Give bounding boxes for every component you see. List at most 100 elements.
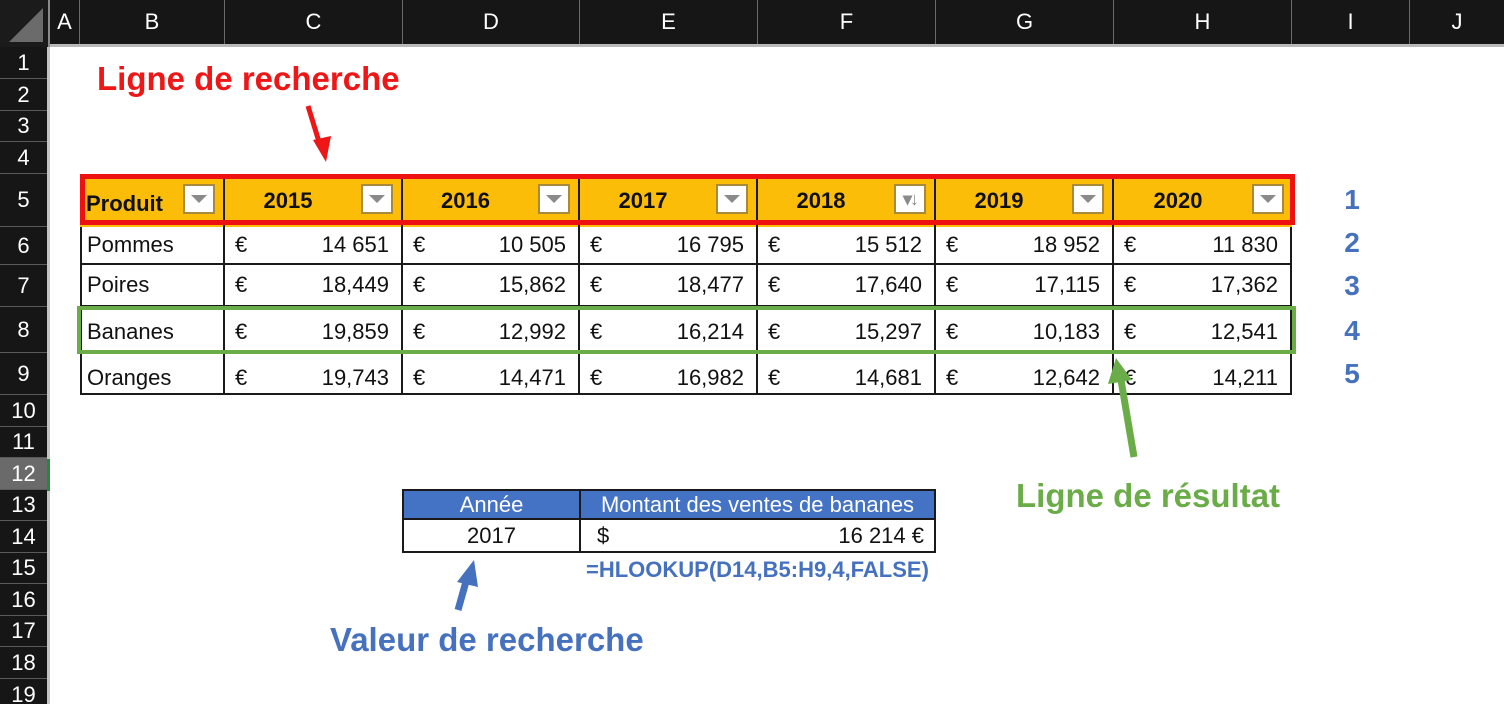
value-cell[interactable]: €16,214: [580, 307, 758, 353]
currency-symbol: €: [590, 232, 603, 257]
row-header-1[interactable]: 1: [0, 47, 47, 79]
product-cell-poires[interactable]: Poires: [80, 265, 225, 307]
column-header-a[interactable]: A: [50, 0, 80, 44]
row-header-5[interactable]: 5: [0, 174, 47, 227]
currency-symbol: €: [1124, 232, 1137, 257]
column-header-g[interactable]: G: [936, 0, 1114, 44]
value-cell[interactable]: €19,743: [225, 353, 403, 395]
row-header-17[interactable]: 17: [0, 616, 47, 647]
value-cell[interactable]: €18,477: [580, 265, 758, 307]
column-header-h[interactable]: H: [1114, 0, 1292, 44]
column-header-j[interactable]: J: [1451, 9, 1463, 34]
red-arrow-icon: [305, 105, 331, 162]
lookup-year-header: Année: [402, 489, 581, 520]
header-cell-2019: 2019: [936, 174, 1114, 227]
row-header-7[interactable]: 7: [0, 265, 47, 307]
column-header-f[interactable]: F: [758, 0, 936, 44]
value-cell[interactable]: €14 651: [225, 227, 403, 265]
value-text: 17,640: [854, 272, 922, 297]
header-cell-produit: Produit: [80, 174, 225, 227]
column-header-e[interactable]: E: [580, 0, 758, 44]
value-cell[interactable]: €15,862: [403, 265, 580, 307]
row-header-19[interactable]: 19: [0, 679, 47, 704]
value-cell[interactable]: €12,541: [1114, 307, 1292, 353]
value-text: 12,642: [1032, 365, 1100, 390]
value-cell[interactable]: €18 952: [936, 227, 1114, 265]
value-text: 10,183: [1032, 319, 1100, 344]
row-header-15[interactable]: 15: [0, 553, 47, 584]
currency-symbol: €: [946, 365, 959, 390]
value-cell[interactable]: €15 512: [758, 227, 936, 265]
dropdown-arrow-icon: [546, 195, 562, 203]
selected-row-indicator: [47, 459, 50, 491]
value-text: 18,449: [321, 272, 389, 297]
row-header-4[interactable]: 4: [0, 142, 47, 174]
currency-symbol: €: [235, 365, 248, 390]
column-header-bar: A B C D E F G H I J: [0, 0, 1504, 47]
currency-symbol: €: [1124, 319, 1137, 344]
value-text: 16,982: [676, 365, 744, 390]
value-cell[interactable]: €10 505: [403, 227, 580, 265]
filter-dropdown-2020[interactable]: [1252, 184, 1284, 214]
column-header-d[interactable]: D: [403, 0, 580, 44]
value-cell[interactable]: €17,640: [758, 265, 936, 307]
result-row-label: Ligne de résultat: [1016, 477, 1281, 514]
sort-descending-icon: ▾↓: [902, 188, 919, 209]
product-cell-oranges[interactable]: Oranges: [80, 353, 225, 395]
row-header-10[interactable]: 10: [0, 395, 47, 427]
value-cell[interactable]: €14,211: [1114, 353, 1292, 395]
filter-dropdown-2019[interactable]: [1072, 184, 1104, 214]
lookup-amount-cell[interactable]: $ 16 214 €: [579, 520, 936, 553]
filter-dropdown-2015[interactable]: [361, 184, 393, 214]
row-header-12[interactable]: 12: [0, 458, 47, 490]
currency-symbol: €: [1124, 365, 1137, 390]
value-cell[interactable]: €11 830: [1114, 227, 1292, 265]
value-cell[interactable]: €12,642: [936, 353, 1114, 395]
value-cell[interactable]: €10,183: [936, 307, 1114, 353]
column-header-b[interactable]: B: [80, 0, 225, 44]
header-cell-2017: 2017: [580, 174, 758, 227]
value-cell[interactable]: €16,982: [580, 353, 758, 395]
value-text: 18 952: [1032, 232, 1100, 257]
value-cell[interactable]: €15,297: [758, 307, 936, 353]
product-cell-bananes[interactable]: Bananes: [80, 307, 225, 353]
value-text: 15,862: [498, 272, 566, 297]
value-cell[interactable]: €16 795: [580, 227, 758, 265]
select-all-triangle-icon: [9, 8, 43, 42]
row-header-11[interactable]: 11: [0, 427, 47, 458]
filter-dropdown-2018[interactable]: ▾↓: [894, 184, 926, 214]
filter-dropdown-2017[interactable]: [716, 184, 748, 214]
row-header-9[interactable]: 9: [0, 353, 47, 395]
currency-symbol: €: [590, 365, 603, 390]
value-cell[interactable]: €17,115: [936, 265, 1114, 307]
lookup-year-input[interactable]: 2017: [402, 520, 581, 553]
filter-dropdown-produit[interactable]: [183, 184, 215, 214]
row-header-16[interactable]: 16: [0, 584, 47, 616]
dropdown-arrow-icon: [724, 195, 740, 203]
row-header-3[interactable]: 3: [0, 111, 47, 142]
value-cell[interactable]: €14,681: [758, 353, 936, 395]
value-cell[interactable]: €14,471: [403, 353, 580, 395]
value-text: 12,992: [498, 319, 566, 344]
filter-dropdown-2016[interactable]: [538, 184, 570, 214]
row-header-8[interactable]: 8: [0, 307, 47, 353]
dropdown-arrow-icon: [1260, 195, 1276, 203]
value-cell[interactable]: €12,992: [403, 307, 580, 353]
value-text: 10 505: [498, 232, 566, 257]
value-text: 17,115: [1034, 272, 1100, 297]
value-cell[interactable]: €17,362: [1114, 265, 1292, 307]
lookup-row-label: Ligne de recherche: [97, 60, 400, 97]
row-header-6[interactable]: 6: [0, 227, 47, 265]
product-cell-pommes[interactable]: Pommes: [80, 227, 225, 265]
value-cell[interactable]: €18,449: [225, 265, 403, 307]
row-header-18[interactable]: 18: [0, 647, 47, 679]
row-header-2[interactable]: 2: [0, 79, 47, 111]
value-text: 12,541: [1210, 319, 1278, 344]
row-header-13[interactable]: 13: [0, 490, 47, 521]
row-header-14[interactable]: 14: [0, 521, 47, 553]
column-header-i[interactable]: I: [1292, 0, 1410, 44]
value-text: 19,859: [321, 319, 389, 344]
value-cell[interactable]: €19,859: [225, 307, 403, 353]
column-header-c[interactable]: C: [225, 0, 403, 44]
select-all-button[interactable]: [0, 0, 50, 47]
